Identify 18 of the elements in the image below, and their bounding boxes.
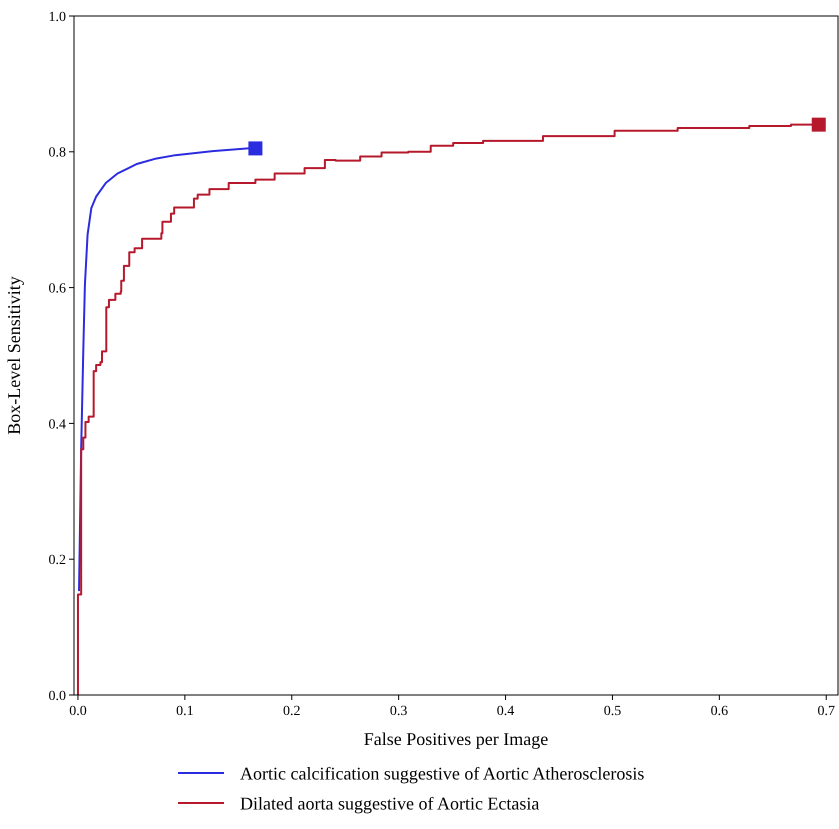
y-tick-label: 1.0 xyxy=(48,10,66,25)
x-tick-label: 0.6 xyxy=(710,704,728,719)
x-tick-label: 0.1 xyxy=(176,704,194,719)
legend-label: Aortic calcification suggestive of Aortic Atherosclerosis xyxy=(240,763,644,784)
y-tick-label: 0.2 xyxy=(48,553,66,568)
x-tick-label: 0.3 xyxy=(390,704,408,719)
y-tick-label: 0.0 xyxy=(48,688,66,704)
y-tick-label: 0.4 xyxy=(48,417,66,432)
x-tick-label: 0.4 xyxy=(496,704,514,719)
y-tick-label: 0.8 xyxy=(48,146,66,161)
x-tick-label: 0.7 xyxy=(817,704,835,719)
x-tick-label: 0.0 xyxy=(69,704,87,719)
y-axis-title: Box-Level Sensitivity xyxy=(4,276,24,435)
x-axis-title: False Positives per Image xyxy=(364,729,548,749)
x-tick-label: 0.2 xyxy=(283,704,300,719)
x-tick-label: 0.5 xyxy=(604,704,622,719)
legend-label: Dilated aorta suggestive of Aortic Ectasia xyxy=(240,793,540,814)
y-tick-label: 0.6 xyxy=(48,282,66,296)
